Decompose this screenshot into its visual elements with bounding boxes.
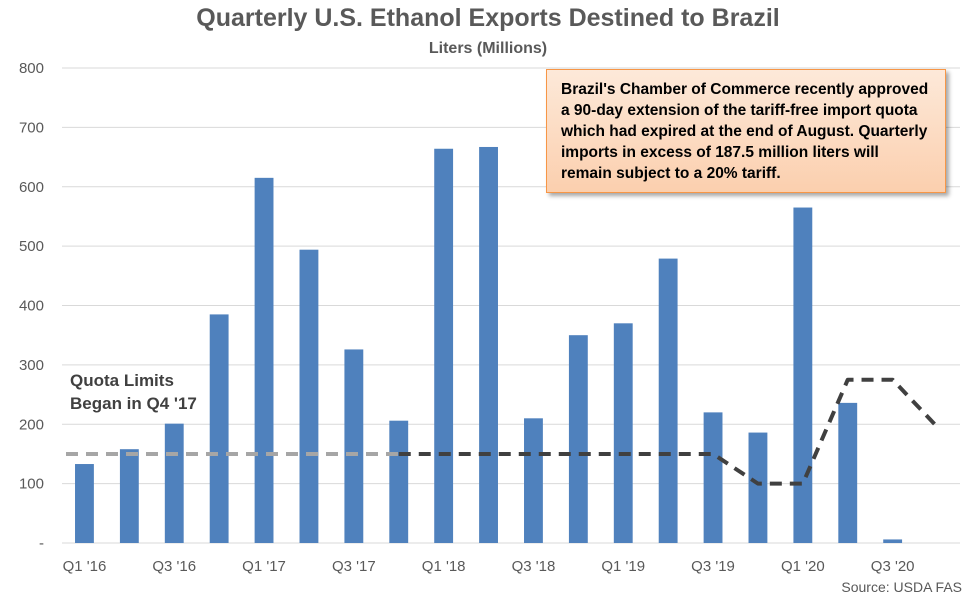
quota-annotation-line2: Began in Q4 '17 [70,394,197,413]
bars [75,146,903,543]
bar [613,323,633,543]
bar [75,464,94,543]
bar [524,418,543,543]
bar [838,402,858,543]
bar [703,412,723,543]
bar [299,249,319,543]
chart-title: Quarterly U.S. Ethanol Exports Destined … [196,4,780,32]
x-tick-label: Q3 '16 [152,558,196,575]
x-tick-label: Q3 '17 [332,558,376,575]
y-tick-label: - [39,535,44,552]
bar [479,146,498,543]
x-tick-label: Q3 '19 [691,558,735,575]
quota-line-active [398,377,940,486]
bar [344,349,364,543]
source-note: Source: USDA FAS [841,579,962,595]
y-axis-ticks: - 100 200 300 400 500 600 700 800 [19,60,44,552]
bar [658,258,678,543]
y-tick-label: 500 [19,238,44,255]
bar [389,420,409,543]
bar [434,148,454,543]
x-tick-label: Q1 '16 [63,558,107,575]
y-tick-label: 100 [19,476,44,493]
x-tick-label: Q1 '17 [242,558,286,575]
x-tick-label: Q1 '20 [781,558,825,575]
y-tick-label: 800 [19,60,44,77]
bar [164,423,184,543]
x-axis-ticks: Q1 '16 Q3 '16 Q1 '17 Q3 '17 Q1 '18 Q3 '18 Q1 '… [63,558,915,575]
x-tick-label: Q3 '18 [512,558,556,575]
quota-line [66,377,940,486]
bar [119,449,139,543]
x-tick-label: Q3 '20 [871,558,915,575]
bar [254,177,274,543]
quota-annotation: Quota Limits Began in Q4 '17 [70,369,197,415]
bar [209,314,229,543]
quota-annotation-line1: Quota Limits [70,371,174,390]
callout-box: Brazil's Chamber of Commerce recently ap… [546,69,946,193]
x-tick-label: Q1 '18 [422,558,466,575]
bar [568,335,588,543]
y-tick-label: 200 [19,416,44,433]
bar [793,207,813,543]
x-tick-label: Q1 '19 [601,558,645,575]
bar [883,539,903,543]
y-tick-label: 300 [19,357,44,374]
y-tick-label: 400 [19,298,44,315]
y-tick-label: 600 [19,179,44,196]
chart-subtitle: Liters (Millions) [428,40,548,57]
bar [748,432,768,543]
y-tick-label: 700 [19,119,44,136]
